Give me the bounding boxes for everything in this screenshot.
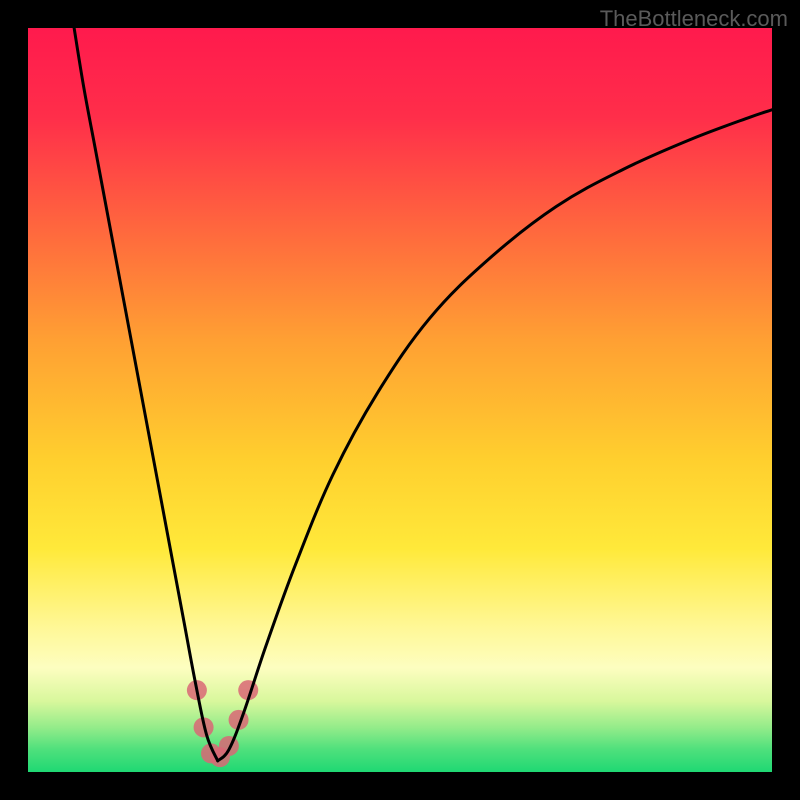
- watermark: TheBottleneck.com: [600, 6, 788, 32]
- bottleneck-curve-chart: [28, 28, 772, 772]
- chart-svg: [28, 28, 772, 772]
